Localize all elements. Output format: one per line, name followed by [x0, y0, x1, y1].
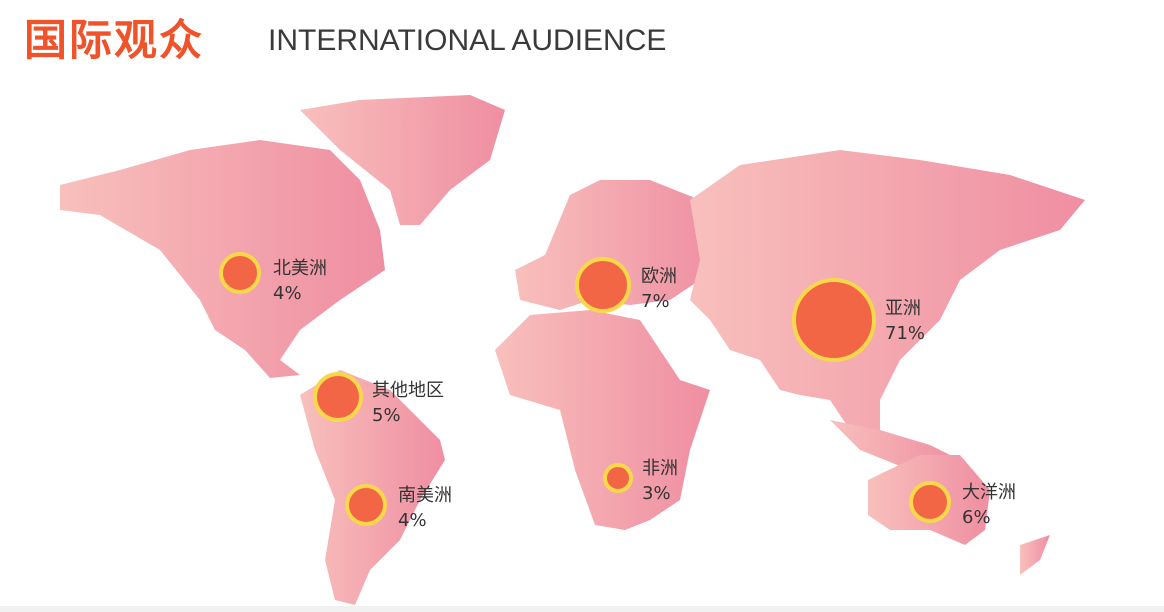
- region-label-asia: 亚洲 71%: [885, 296, 925, 346]
- region-label-north-america: 北美洲 4%: [273, 256, 327, 306]
- region-percent: 4%: [398, 510, 427, 531]
- region-percent: 6%: [962, 507, 991, 528]
- bubble-south-america: [345, 484, 387, 526]
- bubble-north-america: [219, 252, 261, 294]
- region-name: 大洋洲: [962, 482, 1016, 503]
- greenland-landmass: [300, 95, 505, 225]
- region-percent: 5%: [372, 405, 401, 426]
- europe-landmass: [515, 180, 720, 310]
- region-label-africa: 非洲 3%: [642, 456, 678, 506]
- asia-landmass: [690, 150, 1085, 440]
- bottom-divider: [0, 606, 1164, 612]
- region-label-other: 其他地区 5%: [372, 378, 444, 428]
- north-america-landmass: [60, 140, 385, 378]
- region-label-oceania: 大洋洲 6%: [962, 480, 1016, 530]
- bubble-europe: [575, 257, 631, 313]
- bubble-oceania: [909, 481, 951, 523]
- page-title-chinese: 国际观众: [24, 16, 204, 66]
- region-name: 南美洲: [398, 485, 452, 506]
- africa-landmass: [495, 310, 710, 530]
- region-percent: 4%: [273, 283, 302, 304]
- region-label-europe: 欧洲 7%: [641, 264, 677, 314]
- region-label-south-america: 南美洲 4%: [398, 483, 452, 533]
- region-percent: 71%: [885, 323, 926, 344]
- region-name: 北美洲: [273, 258, 327, 279]
- region-name: 欧洲: [641, 266, 677, 287]
- region-name: 非洲: [642, 458, 678, 479]
- new-zealand-landmass: [1020, 535, 1050, 575]
- region-percent: 7%: [641, 291, 670, 312]
- page-title-english: INTERNATIONAL AUDIENCE: [268, 24, 667, 57]
- bubble-other: [313, 372, 363, 422]
- region-name: 亚洲: [885, 298, 921, 319]
- region-name: 其他地区: [372, 380, 444, 401]
- region-percent: 3%: [642, 483, 671, 504]
- bubble-asia: [792, 278, 876, 362]
- bubble-africa: [603, 463, 633, 493]
